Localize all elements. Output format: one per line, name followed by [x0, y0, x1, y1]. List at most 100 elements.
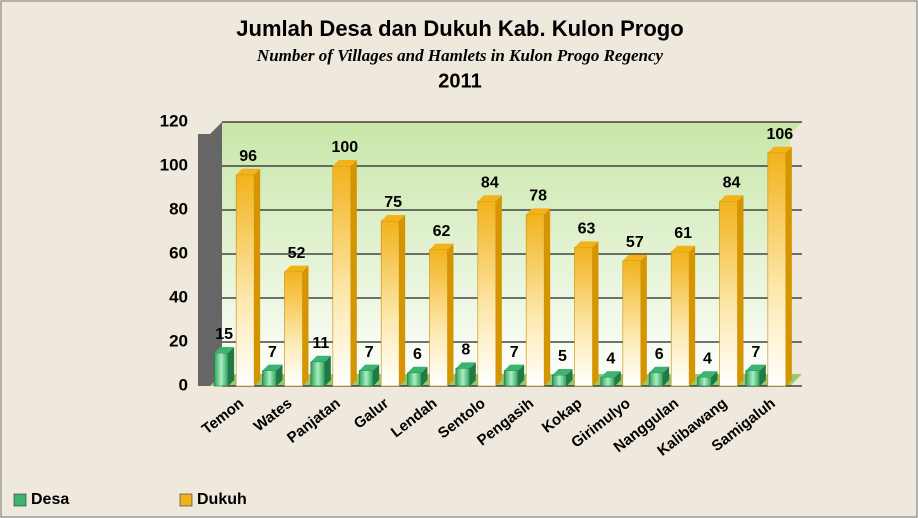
chart-title: Jumlah Desa dan Dukuh Kab. Kulon Progo: [236, 16, 683, 41]
bar: [429, 249, 448, 387]
bar: [407, 372, 422, 387]
data-label: 4: [703, 350, 712, 367]
bar-top: [504, 364, 525, 371]
bar-side: [254, 168, 261, 386]
bar-top: [697, 371, 718, 378]
data-label: 62: [433, 223, 451, 240]
bar-side: [785, 146, 792, 386]
data-label: 7: [365, 344, 374, 361]
bar: [745, 370, 761, 387]
bar-side: [399, 215, 406, 386]
bar-top: [719, 195, 744, 202]
bar-side: [495, 195, 502, 386]
bar: [455, 368, 471, 387]
data-label: 6: [413, 346, 422, 363]
bar-top: [649, 366, 670, 373]
y-tick-label: 60: [169, 243, 188, 262]
bar: [622, 260, 642, 387]
bar-top: [381, 215, 406, 221]
y-tick-label: 100: [160, 155, 188, 174]
side-wall: [198, 122, 222, 386]
bar: [213, 352, 229, 387]
y-tick-label: 120: [160, 111, 188, 130]
bar-side: [689, 245, 696, 386]
bar-side: [421, 366, 428, 386]
bar-top: [600, 371, 621, 378]
bar-side: [663, 366, 670, 386]
bar-side: [544, 208, 551, 386]
bar-top: [214, 347, 235, 353]
bar-top: [767, 146, 792, 153]
bar-side: [447, 243, 454, 386]
data-label: 4: [606, 350, 615, 367]
data-label: 100: [331, 139, 358, 156]
chart-period: 2011: [438, 70, 481, 92]
bar-top: [284, 265, 309, 272]
y-tick-label: 40: [169, 287, 188, 306]
bar: [552, 374, 567, 387]
bar: [600, 376, 616, 387]
bar-side: [373, 364, 380, 386]
bar: [477, 200, 497, 387]
data-label: 7: [751, 344, 760, 361]
data-label: 52: [288, 245, 306, 262]
data-label: 78: [529, 188, 547, 205]
y-tick-label: 0: [179, 375, 188, 394]
legend-swatch: [179, 493, 193, 507]
bar: [574, 247, 593, 387]
bar: [525, 214, 545, 387]
data-label: 15: [215, 326, 233, 343]
y-tick-label: 20: [169, 331, 188, 350]
bar: [503, 370, 519, 387]
bar-top: [455, 362, 476, 369]
bar-side: [737, 195, 744, 386]
bar: [332, 165, 352, 387]
bar-top: [429, 243, 454, 250]
bar-side: [566, 369, 573, 386]
chart-subtitle: Number of Villages and Hamlets in Kulon …: [256, 46, 664, 65]
bar-side: [518, 364, 525, 386]
bar: [284, 271, 303, 387]
bar-top: [745, 364, 766, 371]
bar-side: [276, 364, 283, 386]
bar: [235, 174, 255, 387]
bar-top: [622, 254, 647, 261]
bar-side: [324, 355, 331, 386]
bar-top: [407, 366, 428, 373]
data-label: 84: [723, 174, 741, 191]
bar-side: [592, 241, 599, 386]
legend-label: Desa: [31, 491, 69, 508]
bar-side: [228, 347, 235, 386]
data-label: 7: [510, 344, 519, 361]
data-label: 6: [655, 346, 664, 363]
bar-side: [640, 254, 647, 386]
bar-top: [359, 364, 380, 371]
bar: [358, 370, 374, 387]
bar-top: [332, 160, 357, 166]
bar-top: [552, 369, 573, 375]
bar-side: [350, 160, 357, 386]
bar: [719, 200, 738, 387]
data-label: 63: [578, 221, 596, 238]
bar-side: [302, 265, 309, 386]
data-label: 8: [461, 342, 470, 359]
legend-label: Dukuh: [197, 491, 247, 508]
legend-swatch: [13, 493, 27, 507]
y-tick-label: 80: [169, 199, 188, 218]
bar: [310, 361, 326, 387]
bar: [380, 220, 400, 387]
bar-top: [574, 241, 599, 248]
bar-side: [469, 362, 476, 386]
data-label: 106: [766, 126, 793, 143]
data-label: 7: [268, 344, 277, 361]
bar-side: [711, 371, 718, 386]
bar: [697, 376, 712, 387]
bar-top: [262, 364, 283, 371]
bar-top: [236, 168, 261, 175]
bar: [648, 372, 664, 387]
bar-top: [477, 195, 502, 202]
bar: [262, 370, 277, 387]
bar-side: [614, 371, 621, 386]
